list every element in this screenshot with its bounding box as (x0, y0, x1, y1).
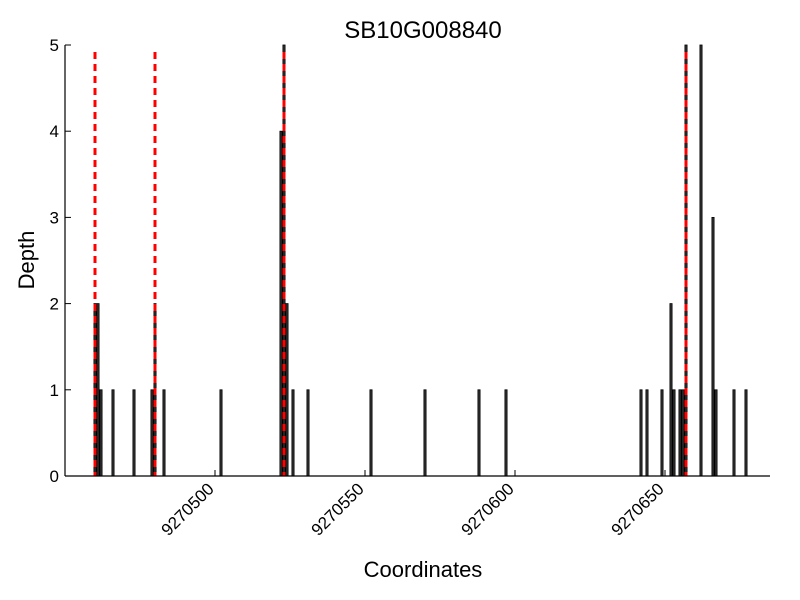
x-tick-label: 9270500 (158, 479, 218, 539)
depth-bar (477, 389, 481, 477)
depth-bar (132, 389, 136, 477)
bars-layer (93, 44, 748, 477)
depth-bar (669, 303, 673, 477)
depth-bar (714, 389, 718, 477)
chart-title: SB10G008840 (344, 17, 501, 44)
marker-lines-layer (93, 52, 688, 476)
depth-bar (369, 389, 373, 477)
depth-bar (711, 216, 715, 477)
depth-bar (279, 130, 283, 477)
depth-bar (285, 303, 289, 477)
y-tick-label: 0 (50, 467, 59, 486)
y-axis-label: Depth (14, 231, 39, 290)
depth-bar (645, 389, 649, 477)
depth-bar (699, 44, 703, 477)
depth-bar (111, 389, 115, 477)
y-tick-label: 4 (50, 122, 59, 141)
x-tick-label: 9270650 (608, 479, 668, 539)
depth-bar (291, 389, 295, 477)
depth-bar (672, 389, 676, 477)
y-tick-label: 5 (50, 36, 59, 55)
depth-bar (150, 389, 154, 477)
x-tick-label: 9270600 (458, 479, 518, 539)
depth-bar (639, 389, 643, 477)
y-tick-label: 2 (50, 295, 59, 314)
y-tick-label: 3 (50, 208, 59, 227)
depth-bar (732, 389, 736, 477)
depth-bar (660, 389, 664, 477)
depth-bar (219, 389, 223, 477)
depth-bar (423, 389, 427, 477)
depth-bar (162, 389, 166, 477)
depth-bar (744, 389, 748, 477)
depth-bar (99, 389, 103, 477)
depth-bar (96, 303, 100, 477)
y-tick-label: 1 (50, 381, 59, 400)
x-axis-label: Coordinates (364, 557, 483, 582)
depth-bar (306, 389, 310, 477)
x-tick-label: 9270550 (308, 479, 368, 539)
depth-bar (681, 389, 685, 477)
depth-bar (678, 389, 682, 477)
depth-bar (504, 389, 508, 477)
